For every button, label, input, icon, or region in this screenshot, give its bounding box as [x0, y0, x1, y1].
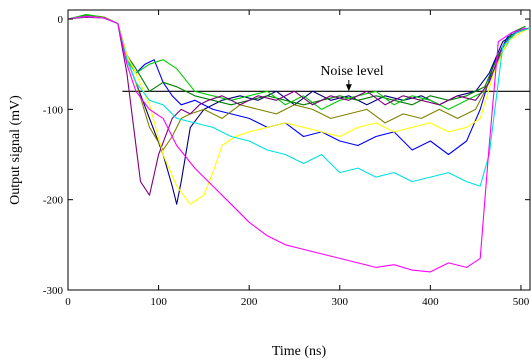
x-tick-label: 500: [513, 296, 530, 308]
series-line-9: [67, 15, 526, 273]
series-group: [67, 13, 531, 273]
x-axis-label: Time (ns): [272, 344, 327, 359]
series-line-5: [67, 15, 531, 151]
y-axis-label: Output signal (mV): [8, 95, 23, 205]
series-line-4: [67, 13, 526, 110]
x-tick-label: 200: [241, 296, 258, 308]
x-tick-label: 300: [332, 296, 349, 308]
y-tick-label: -300: [43, 285, 64, 297]
y-tick-label: -100: [43, 104, 64, 116]
series-line-3: [67, 14, 526, 106]
plot-frame: [67, 9, 531, 291]
series-line-8: [67, 15, 531, 187]
x-tick-label: 400: [422, 296, 439, 308]
x-tick-label: 100: [150, 296, 167, 308]
y-tick-label: -200: [43, 195, 64, 207]
y-axis: 0 -100 -200 -300: [43, 14, 530, 297]
series-line-1: [67, 15, 531, 205]
x-axis: 0 100 200 300 400 500: [65, 10, 530, 308]
noise-level-arrow: [345, 80, 352, 92]
arrow-head: [345, 84, 352, 92]
series-line-6: [67, 16, 531, 196]
series-line-7: [67, 15, 531, 205]
noise-level-annotation: Noise level: [320, 64, 383, 79]
y-tick-label: 0: [58, 14, 64, 26]
x-tick-label: 0: [65, 296, 71, 308]
